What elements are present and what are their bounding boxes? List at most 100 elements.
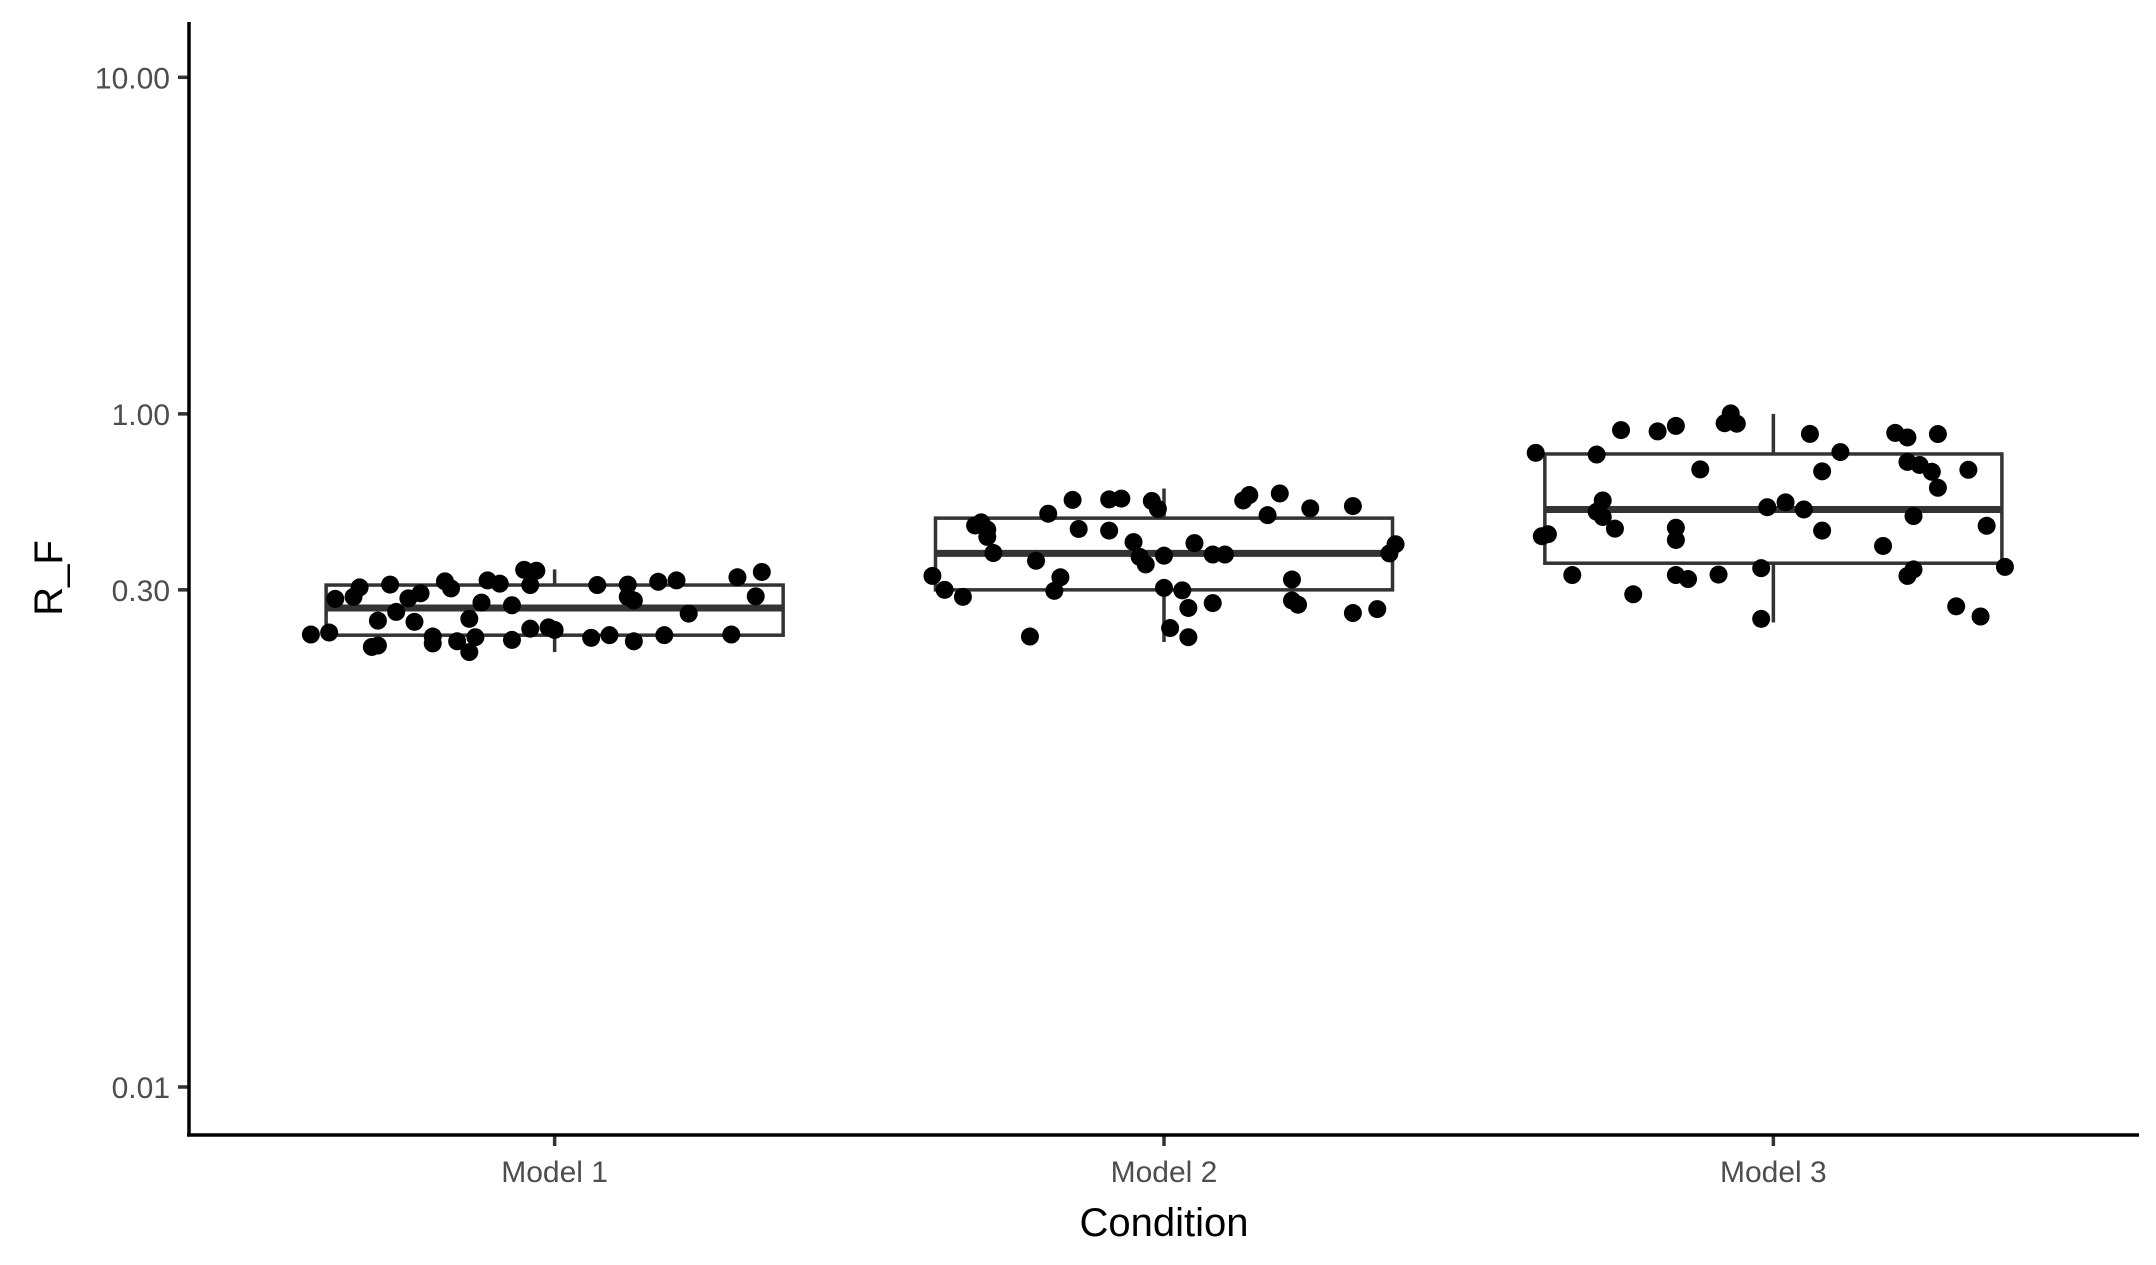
data-point [1727,414,1746,433]
data-point [1666,416,1685,435]
data-point [624,591,643,610]
data-point [1343,604,1362,623]
data-point [1904,560,1923,579]
data-point [1258,506,1277,525]
data-point [502,630,521,649]
data-point [521,619,540,638]
data-point [679,604,698,623]
data-point [1874,536,1893,555]
data-point [655,626,674,645]
data-point [1800,424,1819,443]
data-point [1215,545,1234,564]
data-point [1922,462,1941,481]
data-point [1977,516,1996,535]
data-point [624,632,643,651]
data-point [1794,500,1813,519]
x-axis-ticks: Model 1 Model 2 Model 3 [501,1135,1827,1189]
data-point [728,568,747,587]
data-point [1813,521,1832,540]
data-point [490,574,509,593]
data-point [1995,557,2014,576]
data-point [1898,428,1917,447]
data-point [460,643,479,662]
data-point [1752,559,1771,578]
data-point [1758,498,1777,517]
data-point [472,593,491,612]
data-point [466,628,485,647]
data-point [1027,551,1046,570]
data-point [1971,607,1990,626]
data-point [1051,568,1070,587]
data-point [1368,600,1387,619]
data-point [1648,422,1667,441]
data-point [953,587,972,606]
data-point [1538,525,1557,544]
data-point [1593,507,1612,526]
data-point [1112,489,1131,508]
data-point [1161,619,1180,638]
data-point [326,589,345,608]
data-point [1282,570,1301,589]
data-point [1666,518,1685,537]
data-point [545,620,564,639]
data-point [752,562,771,581]
y-axis-title: R_F [27,540,71,616]
x-tick-label: Model 3 [1720,1156,1827,1189]
data-point [1709,565,1728,584]
x-tick-label: Model 2 [1111,1156,1218,1189]
y-tick-label: 1.00 [112,399,170,432]
y-axis-ticks: 0.01 0.30 1.00 10.00 [95,62,189,1105]
data-point [1752,609,1771,628]
data-point [1624,585,1643,604]
data-point [1063,490,1082,509]
data-point [405,612,424,631]
data-point [1563,566,1582,585]
data-point [1148,499,1167,518]
data-point [746,587,765,606]
data-point [423,627,442,646]
y-tick-label: 10.00 [95,62,170,95]
data-point [1831,443,1850,462]
data-point [527,561,546,580]
data-point [1301,499,1320,518]
x-axis-title: Condition [1079,1201,1248,1245]
x-tick-label: Model 1 [501,1156,608,1189]
data-point [935,580,954,599]
data-point [1020,627,1039,646]
data-point [460,609,479,628]
data-point [1813,462,1832,481]
data-point [1959,460,1978,479]
data-point [1593,491,1612,510]
data-point [1679,570,1698,589]
data-point [320,623,339,642]
y-tick-label: 0.30 [112,575,170,608]
box-layer [324,413,2004,653]
data-point [1947,597,1966,616]
data-point [1587,445,1606,464]
data-point [368,636,387,655]
data-point [1289,595,1308,614]
data-point [1343,497,1362,516]
data-point [1136,555,1155,574]
data-point [1179,598,1198,617]
data-point [521,576,540,595]
data-point [301,625,320,644]
data-point [350,578,369,597]
data-point [1270,484,1289,503]
data-point [448,632,467,651]
data-point [582,628,601,647]
data-point [649,572,668,591]
data-point [1069,519,1088,538]
data-point [923,566,942,585]
data-point [411,584,430,603]
data-point [978,527,997,546]
data-point [1386,535,1405,554]
data-point [1240,486,1259,505]
data-point [502,596,521,615]
data-point [1691,460,1710,479]
data-point [984,544,1003,563]
data-point [1179,628,1198,647]
data-point [1185,534,1204,553]
y-tick-label: 0.01 [112,1072,170,1105]
